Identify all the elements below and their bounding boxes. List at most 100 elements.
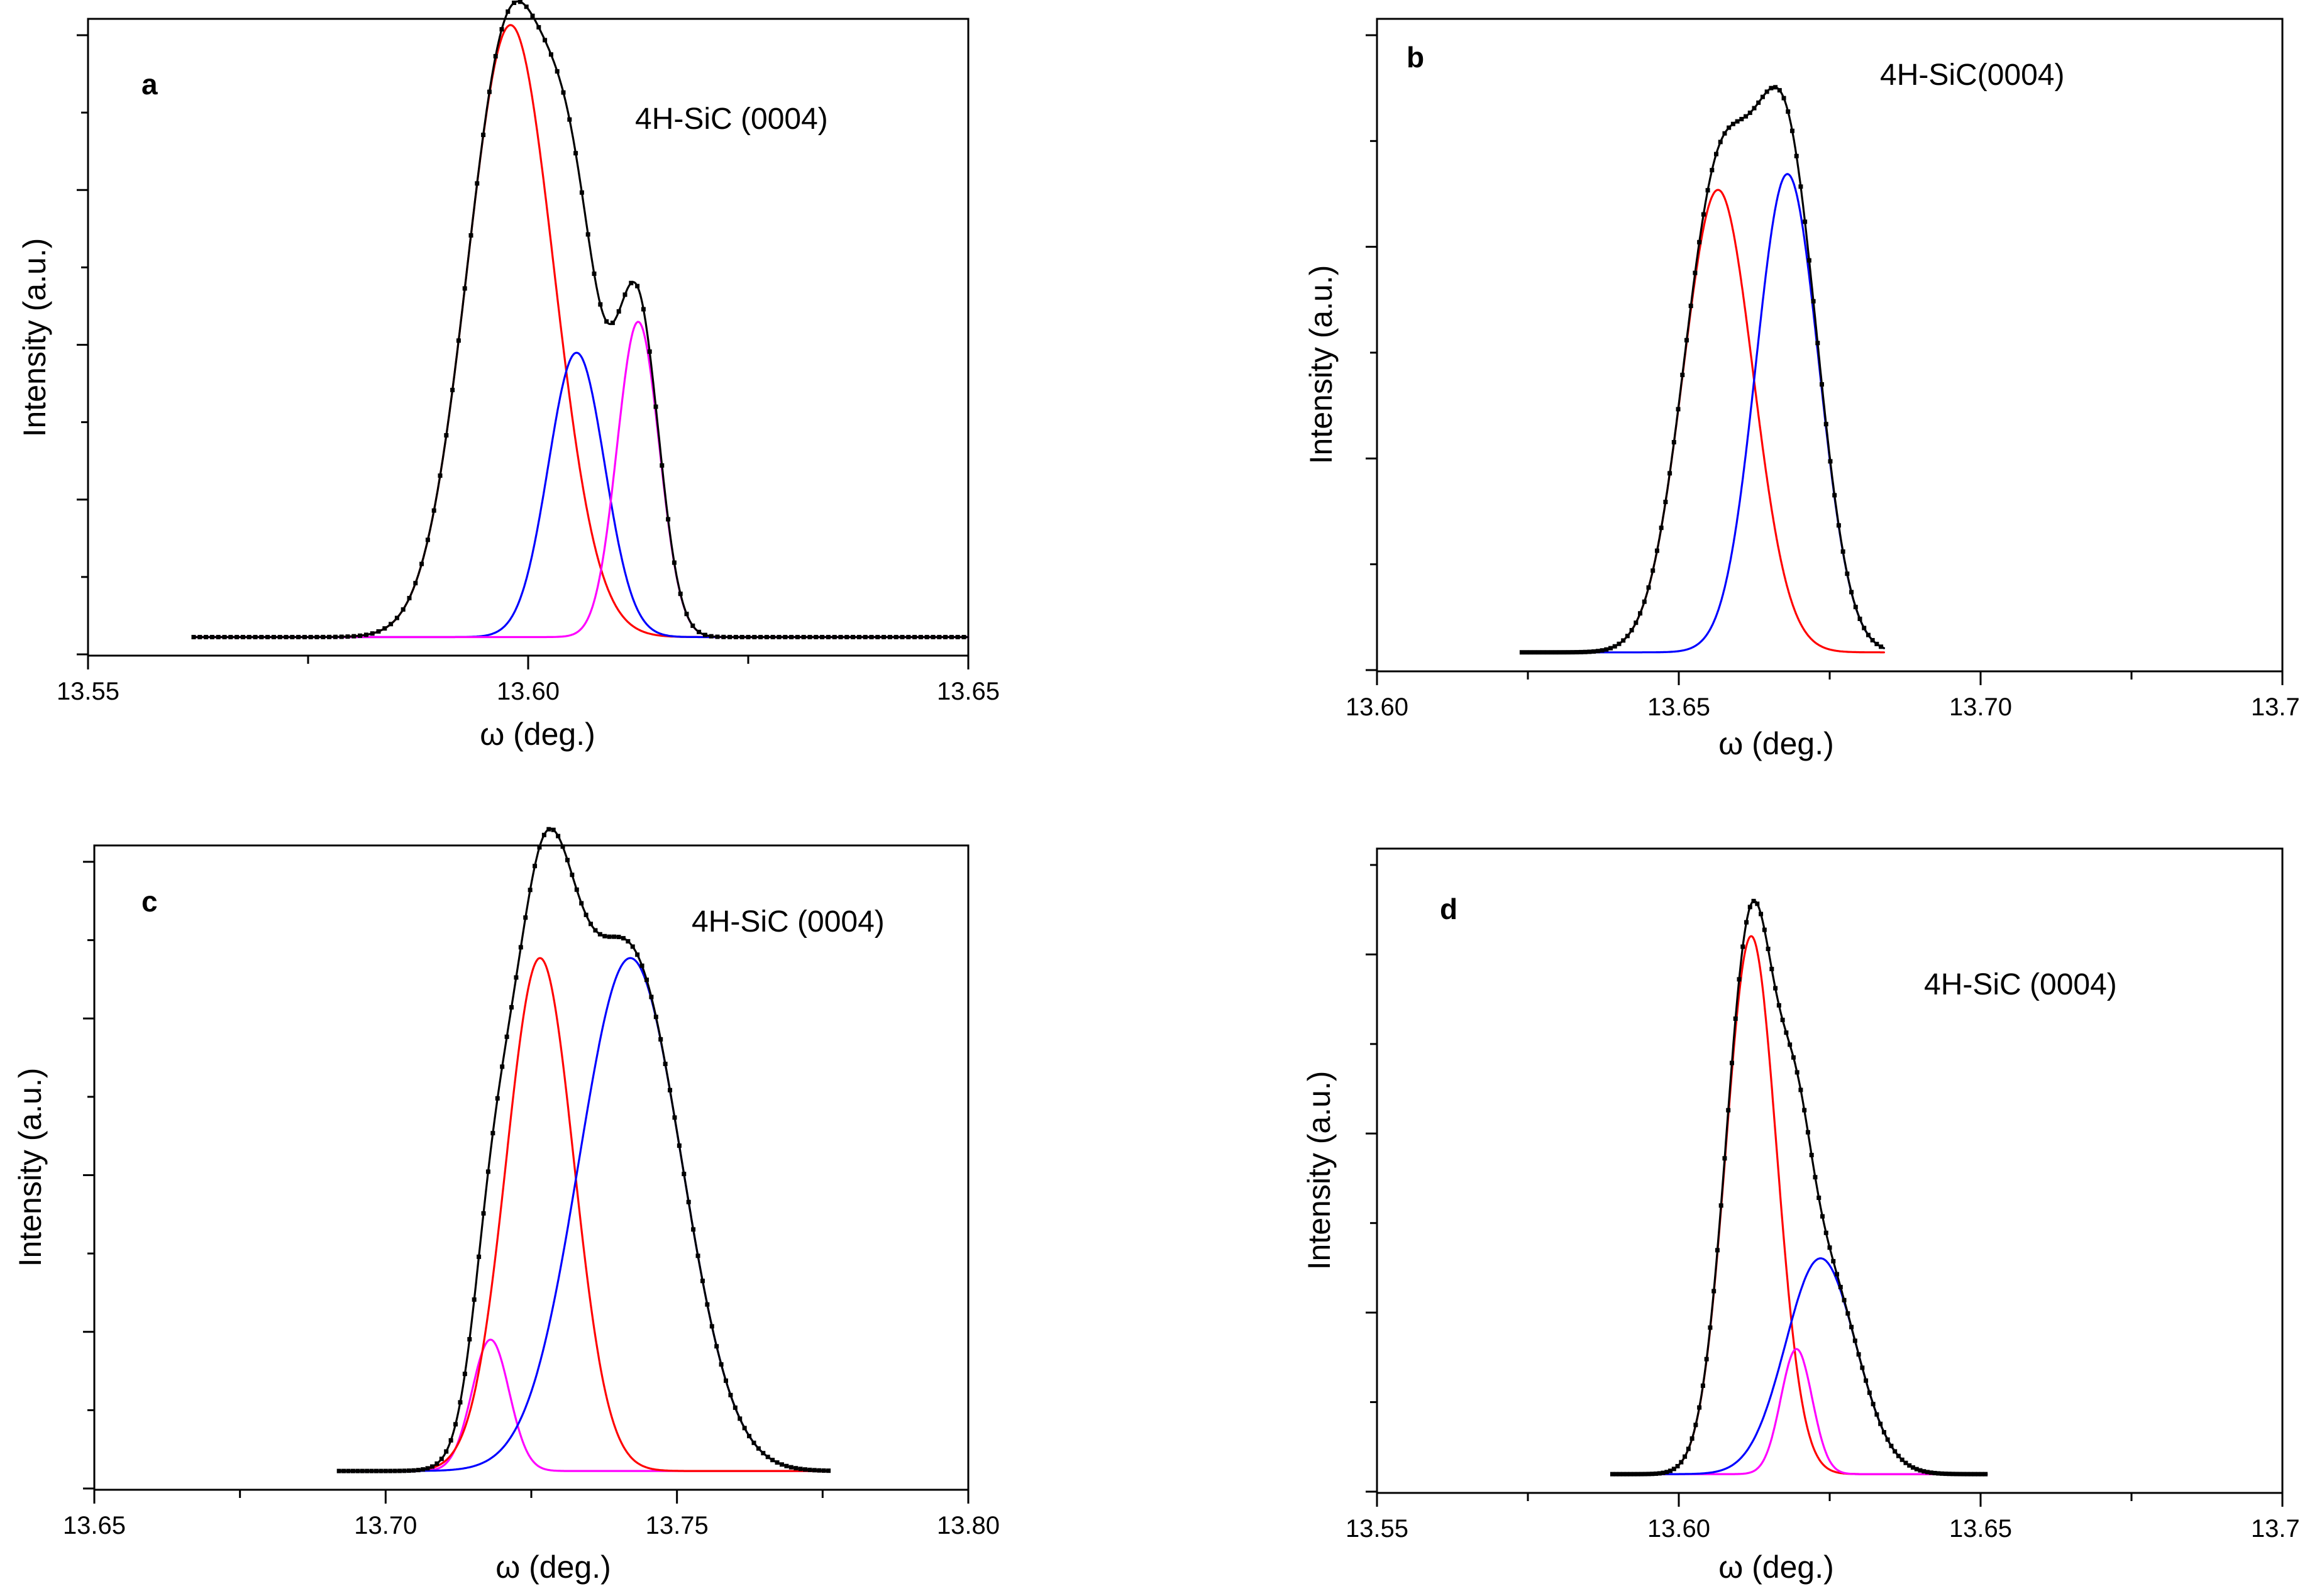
measured-point (788, 1465, 793, 1470)
annotation: 4H-SiC (0004) (692, 905, 885, 938)
measured-point (512, 0, 517, 5)
measured-point (1802, 1108, 1807, 1113)
measured-point (1781, 96, 1786, 101)
measured-point (602, 933, 607, 938)
x-tick-label: 13.75 (2251, 693, 2300, 721)
measured-point (719, 1362, 724, 1367)
measured-point (1769, 967, 1774, 972)
measured-point (1608, 646, 1613, 651)
y-axis-label: Intensity (a.u.) (1303, 265, 1339, 465)
measured-point (1961, 1472, 1966, 1477)
measured-markers (336, 827, 831, 1473)
measured-point (1675, 1463, 1680, 1468)
measured-point (481, 133, 486, 138)
measured-point (1664, 1470, 1669, 1475)
measured-point (1718, 140, 1723, 145)
measured-point (798, 1467, 803, 1472)
measured-point (1780, 1018, 1785, 1023)
measured-point (363, 632, 368, 637)
measured-point (961, 634, 966, 639)
measured-point (1784, 1030, 1789, 1035)
x-tick-labels: 13.55 13.60 13.65 13.70 (1346, 1515, 2300, 1543)
measured-point (672, 1115, 677, 1120)
measured-point (756, 1446, 761, 1451)
measured-point (551, 827, 556, 832)
measured-point (468, 233, 473, 238)
measured-point (406, 1468, 411, 1473)
chart-panel-b: 13.60 13.65 13.70 13.75 b 4H-SiC(0004) ω (d… (1303, 18, 2300, 761)
measured-point (1755, 901, 1760, 906)
measured-point (579, 901, 584, 906)
measured-point (1634, 620, 1639, 625)
measured-point (803, 1467, 808, 1472)
measured-point (1726, 1108, 1731, 1113)
measured-point (204, 634, 209, 639)
measured-point (397, 1468, 402, 1473)
x-tick-label: 13.65 (1949, 1515, 2012, 1543)
x-tick-label: 13.70 (354, 1512, 417, 1539)
measured-point (1545, 650, 1550, 655)
measured-point (1671, 1467, 1676, 1472)
measured-point (416, 1468, 421, 1473)
measured-point (1874, 641, 1879, 646)
measured-point (1722, 1156, 1727, 1161)
measured-point (1928, 1470, 1933, 1475)
measured-point (485, 1169, 490, 1174)
measured-point (1881, 1429, 1886, 1434)
measured-point (1756, 100, 1761, 105)
measured-point (1867, 1390, 1872, 1395)
measured-point (1813, 1175, 1818, 1180)
measured-point (875, 634, 880, 639)
measured-point (949, 634, 954, 639)
measured-point (475, 181, 480, 186)
measured-point (1885, 1437, 1890, 1442)
measured-point (567, 117, 572, 122)
measured-point (882, 634, 887, 639)
measured-point (537, 845, 542, 850)
x-tick-label: 13.75 (646, 1512, 709, 1539)
measured-point (518, 945, 523, 950)
measured-point (660, 463, 665, 468)
measured-point (1642, 1472, 1647, 1477)
measured-point (425, 1466, 430, 1471)
measured-point (321, 634, 326, 639)
measured-point (1816, 1196, 1822, 1201)
measured-point (793, 1466, 799, 1471)
measured-point (1823, 422, 1828, 427)
measured-point (1965, 1472, 1970, 1477)
measured-point (589, 922, 594, 927)
measured-point (419, 561, 424, 566)
measured-point (714, 1344, 719, 1349)
measured-point (228, 634, 233, 639)
chart-panel-d: 13.55 13.60 13.65 13.70 d 4H-SiC (0004) ω (… (1302, 847, 2300, 1585)
measured-point (1940, 1471, 1945, 1476)
measured-point (607, 934, 612, 939)
measured-point (1815, 341, 1820, 346)
measured-point (453, 1422, 458, 1427)
measured-point (541, 832, 546, 837)
measured-point (370, 631, 375, 636)
measured-point (1806, 258, 1811, 263)
x-tick-label: 13.80 (937, 1512, 1000, 1539)
measured-point (1639, 1472, 1644, 1477)
measured-point (504, 1034, 509, 1039)
measured-point (1809, 1152, 1814, 1157)
measured-point (574, 887, 579, 892)
measured-point (1650, 1472, 1655, 1477)
measured-point (360, 1468, 365, 1473)
measured-point (592, 271, 597, 276)
measured-point (1803, 219, 1808, 224)
measured-point (533, 864, 538, 869)
measured-point (1642, 599, 1647, 604)
measured-point (1625, 634, 1630, 639)
measured-point (1845, 1311, 1850, 1316)
measured-point (863, 634, 868, 639)
measured-point (548, 52, 553, 57)
measured-point (392, 1468, 397, 1473)
x-tick-label: 13.65 (937, 678, 1000, 705)
measured-point (817, 1468, 822, 1473)
x-tick-labels: 13.65 13.70 13.75 13.80 (63, 1512, 1000, 1539)
measured-point (764, 634, 769, 639)
measured-point (616, 309, 621, 314)
measured-point (1871, 1402, 1876, 1407)
